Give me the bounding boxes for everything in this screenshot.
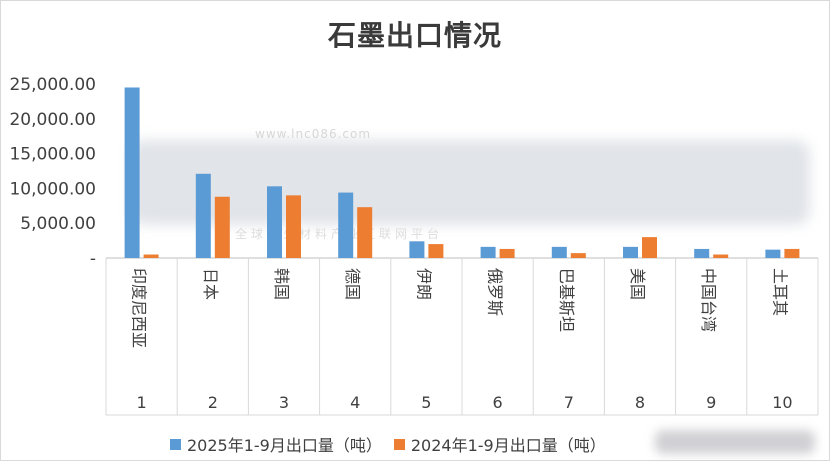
category-label: 伊朗 (414, 268, 433, 300)
category-label: 印度尼西亚 (130, 268, 149, 348)
chart-title: 石墨出口情况 (327, 19, 502, 52)
legend-item-2025: 2025年1-9月出口量（吨） (170, 432, 382, 456)
rank-label: 9 (706, 393, 716, 412)
category-label: 土耳其 (770, 268, 789, 316)
category-label: 巴基斯坦 (557, 268, 576, 332)
y-tick-label: 15,000.00 (9, 145, 96, 165)
y-tick-label: 10,000.00 (9, 179, 96, 199)
bar-2025 (694, 248, 710, 258)
category-label: 韩国 (272, 268, 291, 300)
bar-2025 (623, 246, 638, 258)
legend-item-2024: 2024年1-9月出口量（吨） (393, 432, 606, 456)
blurred-source-credit (655, 430, 815, 454)
legend: 2025年1-9月出口量（吨） 2024年1-9月出口量（吨） (170, 432, 612, 456)
bar-2025 (338, 192, 354, 258)
bar-2024 (784, 248, 800, 258)
rank-label: 8 (635, 393, 645, 412)
rank-label: 4 (350, 393, 360, 412)
watermark-url: www.lnc086.com (255, 127, 372, 141)
bar-2024 (428, 244, 444, 258)
legend-label-2024: 2024年1-9月出口量（吨） (410, 436, 606, 455)
bar-2024 (286, 195, 301, 258)
rank-label: 2 (208, 393, 218, 412)
bar-2025 (551, 246, 567, 258)
legend-swatch-2025 (170, 438, 181, 450)
bar-2025 (480, 246, 496, 258)
y-tick-label: - (90, 249, 96, 269)
bar-2024 (214, 196, 230, 258)
legend-swatch-2024 (393, 438, 405, 450)
y-tick-label: 5,000.00 (20, 214, 96, 234)
bar-2024 (499, 248, 515, 258)
category-label: 俄罗斯 (486, 268, 505, 316)
rank-label: 10 (772, 393, 792, 412)
bar-2024 (570, 253, 586, 258)
bar-2024 (143, 254, 159, 258)
rank-label: 3 (279, 393, 289, 412)
bar-2025 (195, 173, 211, 258)
bar-2025 (267, 186, 282, 258)
rank-label: 1 (137, 393, 147, 412)
category-label: 美国 (628, 268, 647, 300)
rank-label: 5 (421, 393, 431, 412)
bar-2024 (642, 237, 657, 258)
bar-2025 (124, 87, 140, 258)
rank-label: 6 (493, 393, 503, 412)
category-label: 日本 (201, 268, 220, 300)
bar-2025 (409, 241, 425, 258)
bar-2025 (765, 249, 781, 258)
rank-label: 7 (564, 393, 574, 412)
legend-label-2025: 2025年1-9月出口量（吨） (187, 436, 382, 455)
y-tick-label: 20,000.00 (9, 110, 96, 130)
category-label: 德国 (343, 268, 362, 300)
watermark-logo (130, 140, 810, 225)
bar-2024 (357, 207, 373, 258)
bar-2024 (713, 254, 729, 258)
category-label: 中国台湾 (699, 268, 718, 332)
y-tick-label: 25,000.00 (9, 75, 96, 95)
